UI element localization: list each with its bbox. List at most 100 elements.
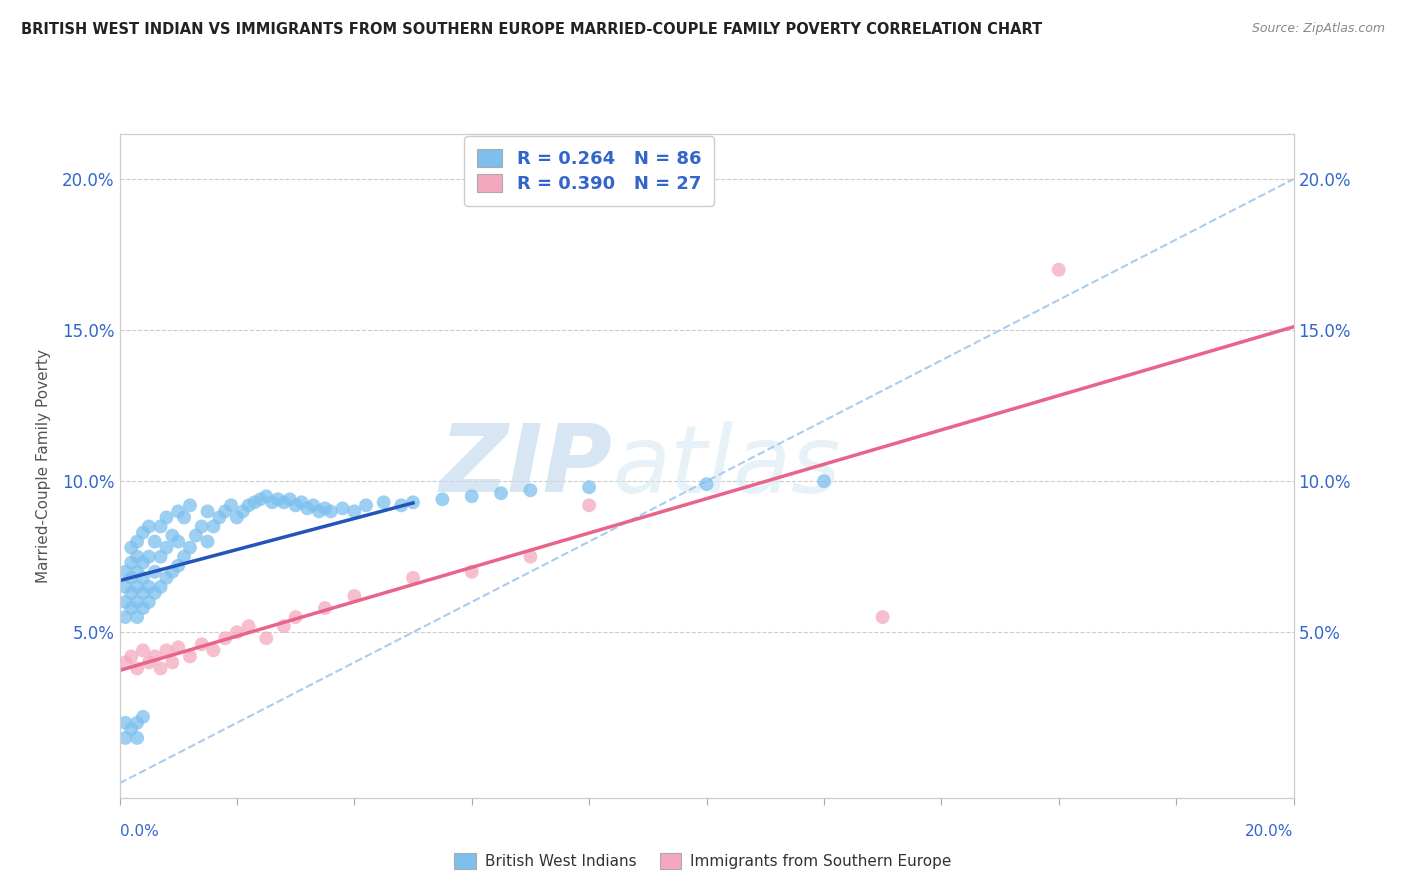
Point (290, 495, 312, 509)
Point (132, 586, 155, 600)
Point (127, 610, 149, 624)
Point (114, 595, 136, 609)
Point (460, 565, 484, 579)
Point (120, 722, 142, 736)
Point (120, 601, 142, 615)
Point (254, 489, 277, 503)
Point (120, 586, 142, 600)
Point (149, 549, 172, 564)
Point (120, 649, 142, 664)
Point (179, 649, 201, 664)
Point (219, 499, 242, 513)
Point (114, 731, 136, 745)
Point (273, 495, 295, 509)
Point (225, 625, 249, 640)
Point (343, 589, 366, 603)
Point (143, 565, 166, 579)
Point (132, 556, 155, 570)
Point (120, 556, 142, 570)
Point (202, 643, 225, 657)
Point (354, 499, 377, 513)
Point (127, 661, 149, 675)
Point (308, 504, 330, 518)
Point (162, 565, 184, 579)
Point (460, 489, 484, 503)
Point (214, 632, 236, 646)
Point (332, 501, 354, 516)
Point (155, 541, 177, 555)
Text: BRITISH WEST INDIAN VS IMMIGRANTS FROM SOUTHERN EUROPE MARRIED-COUPLE FAMILY POV: BRITISH WEST INDIAN VS IMMIGRANTS FROM S… (21, 22, 1042, 37)
Point (162, 528, 184, 542)
Point (114, 656, 136, 670)
Point (243, 495, 266, 509)
Point (162, 656, 184, 670)
Point (179, 499, 201, 513)
Point (173, 549, 195, 564)
Point (273, 619, 295, 633)
Point (238, 499, 260, 513)
Point (214, 504, 236, 518)
Point (314, 601, 336, 615)
Point (127, 580, 149, 594)
Point (143, 586, 166, 600)
Point (138, 580, 160, 594)
Point (302, 499, 325, 513)
Point (143, 534, 166, 549)
Point (132, 601, 155, 615)
Point (432, 492, 454, 507)
Text: 20.0%: 20.0% (1246, 824, 1294, 838)
Legend: British West Indians, Immigrants from Southern Europe: British West Indians, Immigrants from So… (449, 847, 957, 875)
Point (190, 637, 212, 651)
Point (314, 501, 336, 516)
Text: ZIP: ZIP (440, 420, 613, 512)
Text: 0.0%: 0.0% (120, 824, 159, 838)
Point (278, 492, 301, 507)
Point (519, 483, 541, 498)
Y-axis label: Married-Couple Family Poverty: Married-Couple Family Poverty (37, 349, 51, 583)
Point (402, 495, 425, 509)
Point (208, 510, 231, 524)
Point (149, 661, 172, 675)
Point (284, 499, 307, 513)
Point (173, 510, 195, 524)
Point (297, 501, 319, 516)
Point (127, 715, 149, 730)
Point (232, 504, 254, 518)
Point (167, 534, 190, 549)
Point (114, 565, 136, 579)
Point (1047, 262, 1070, 277)
Point (402, 571, 425, 585)
Point (132, 525, 155, 540)
Point (197, 534, 219, 549)
Point (155, 510, 177, 524)
Point (138, 595, 160, 609)
Point (389, 499, 412, 513)
Point (696, 477, 718, 491)
Point (813, 474, 835, 488)
Point (167, 504, 190, 518)
Point (254, 632, 277, 646)
Point (138, 519, 160, 533)
Point (127, 534, 149, 549)
Point (127, 595, 149, 609)
Point (132, 643, 155, 657)
Point (149, 580, 172, 594)
Point (225, 510, 249, 524)
Point (138, 656, 160, 670)
Point (373, 495, 395, 509)
Text: Source: ZipAtlas.com: Source: ZipAtlas.com (1251, 22, 1385, 36)
Point (167, 558, 190, 573)
Point (138, 549, 160, 564)
Point (149, 519, 172, 533)
Point (155, 571, 177, 585)
Point (143, 649, 166, 664)
Point (127, 549, 149, 564)
Point (262, 495, 284, 509)
Point (120, 541, 142, 555)
Point (578, 480, 600, 494)
Point (519, 549, 541, 564)
Point (578, 499, 600, 513)
Point (284, 610, 307, 624)
Point (343, 504, 366, 518)
Point (319, 504, 342, 518)
